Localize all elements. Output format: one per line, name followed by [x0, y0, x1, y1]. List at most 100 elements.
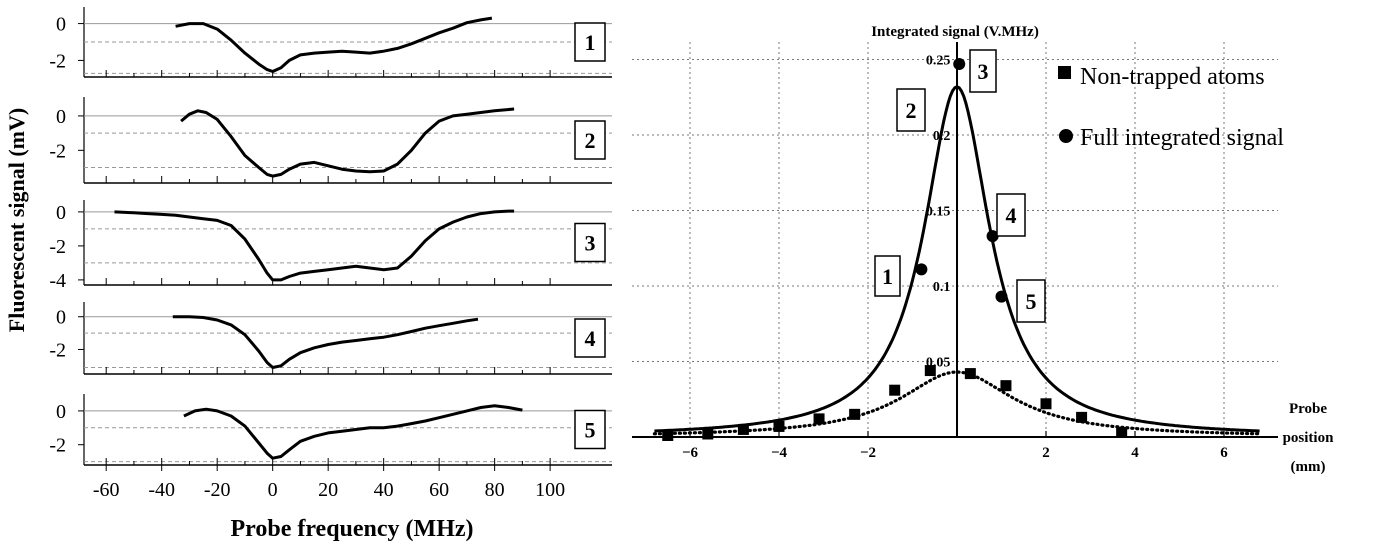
right-x-label-line-2: position: [1283, 430, 1335, 446]
lorentzian-fit-full: [654, 85, 1260, 433]
non-trapped-point: [773, 420, 785, 432]
panel-5-number-label-text: 5: [585, 417, 596, 442]
non-trapped-point: [964, 368, 976, 380]
panel-3-trace: [114, 209, 515, 282]
y-tick-label: 0.1: [933, 280, 951, 295]
x-tick-label: 0: [268, 479, 278, 501]
x-tick-label: 80: [485, 479, 505, 501]
point-label-2-text: 2: [906, 98, 917, 123]
panel-4-ytick-label: 0: [56, 307, 66, 329]
point-label-4: 4: [996, 193, 1026, 237]
non-trapped-point: [702, 428, 714, 440]
point-label-1: 1: [874, 255, 901, 297]
point-label-3: 3: [969, 49, 997, 93]
left-chart: 0-210-2 20-2-430-2 40-25-60 -40 -20 0 20 40 60 80…: [49, 7, 612, 501]
x-tick-label: 2: [1042, 445, 1050, 461]
non-trapped-point: [1040, 398, 1052, 410]
right-x-label-line-3: (mm): [1291, 459, 1326, 475]
point-label-1-box: [874, 255, 901, 297]
non-trapped-point: [889, 384, 901, 396]
legend: Non-trapped atoms Full integrated signal: [1058, 64, 1284, 151]
x-tick-label: 100: [535, 479, 565, 501]
panel-2-ytick-label: -2: [49, 140, 66, 162]
non-trapped-point: [737, 423, 749, 435]
panel-3-ytick-label: -4: [49, 270, 66, 292]
panel-5: 0 -2 5: [49, 394, 612, 466]
panel-4-trace: [172, 315, 479, 369]
left-x-axis-label: Probe frequency (MHz): [230, 516, 473, 542]
non-trapped-point: [1116, 426, 1128, 438]
panel-4-number-label-text: 4: [585, 326, 596, 351]
lorentzian-fit-non-trapped: [652, 370, 1262, 436]
legend-square-marker: [1058, 66, 1071, 79]
panel-3-number-label-box: [574, 222, 606, 263]
panel-1: 0 -2 1: [49, 7, 612, 78]
non-trapped-point: [1076, 411, 1088, 423]
full-signal-point: [986, 230, 999, 243]
panel-4-number-label: 4: [574, 318, 606, 358]
panel-3-number-label-text: 3: [585, 230, 596, 255]
x-tick-label: -60: [93, 479, 120, 501]
panel-1-number-label: 1: [574, 22, 606, 62]
panel-2-trace: [180, 107, 515, 178]
legend-label-full-signal: Full integrated signal: [1080, 125, 1284, 151]
non-trapped-point: [813, 413, 825, 425]
panel-1-number-label-box: [574, 22, 606, 62]
panel-1-ytick-label: 0: [56, 14, 66, 36]
panel-4-ytick-label: -2: [49, 339, 66, 361]
panel-1-ytick-label: -2: [49, 50, 66, 72]
panel-5-ytick-label: -2: [49, 435, 66, 457]
x-tick-label: 6: [1220, 445, 1228, 461]
point-label-2-box: [896, 88, 926, 132]
point-label-5: 5: [1016, 279, 1046, 323]
x-tick-label: -40: [148, 479, 175, 501]
legend-circle-marker: [1059, 129, 1073, 143]
x-tick-label: 4: [1131, 445, 1139, 461]
panel-3-number-label: 3: [574, 222, 606, 263]
left-y-axis-label: Fluorescent signal (mV): [4, 108, 29, 332]
x-tick-label: −2: [860, 445, 876, 461]
panel-4: 0 -2 4: [49, 302, 612, 375]
panel-3-ytick-label: 0: [56, 202, 66, 224]
panel-1-number-label-text: 1: [585, 30, 596, 55]
panel-2-number-label-box: [574, 120, 606, 160]
legend-label-non-trapped: Non-trapped atoms: [1080, 64, 1265, 90]
panel-2: 0 -2 2: [49, 97, 612, 184]
x-tick-label: −6: [682, 445, 699, 461]
panel-1-trace: [175, 16, 493, 73]
point-label-3-box: [969, 49, 997, 93]
non-trapped-point: [662, 429, 674, 441]
point-label-5-box: [1016, 279, 1046, 323]
right-x-label-line-1: Probe: [1289, 401, 1327, 417]
point-label-5-text: 5: [1026, 289, 1037, 314]
panel-2-number-label-text: 2: [585, 128, 596, 153]
x-tick-label: 60: [429, 479, 449, 501]
x-tick-label: -20: [204, 479, 231, 501]
panel-3-ytick-label: -2: [49, 236, 66, 258]
y-tick-label: 0.25: [926, 54, 951, 69]
non-trapped-point: [849, 408, 861, 420]
right-y-axis-label: Integrated signal (V.MHz): [871, 24, 1039, 40]
non-trapped-point: [1000, 380, 1012, 392]
non-trapped-point: [924, 365, 936, 377]
panel-5-number-label: 5: [574, 409, 606, 450]
point-label-3-text: 3: [978, 59, 989, 84]
panel-5-trace: [183, 404, 523, 460]
full-signal-point: [953, 58, 966, 71]
full-signal-point: [995, 290, 1008, 303]
x-tick-label: −4: [771, 445, 788, 461]
point-label-2: 2: [896, 88, 926, 132]
panel-5-number-label-box: [574, 409, 606, 450]
point-label-4-text: 4: [1006, 203, 1017, 228]
panel-5-ytick-label: 0: [56, 401, 66, 423]
y-tick-label: 0.15: [926, 205, 951, 220]
point-label-4-box: [996, 193, 1026, 237]
panel-4-number-label-box: [574, 318, 606, 358]
x-tick-label: 20: [318, 479, 338, 501]
panel-2-ytick-label: 0: [56, 106, 66, 128]
x-tick-label: 40: [374, 479, 394, 501]
point-label-1-text: 1: [882, 264, 893, 289]
panel-3: 0 -2 -4 3: [49, 200, 612, 292]
